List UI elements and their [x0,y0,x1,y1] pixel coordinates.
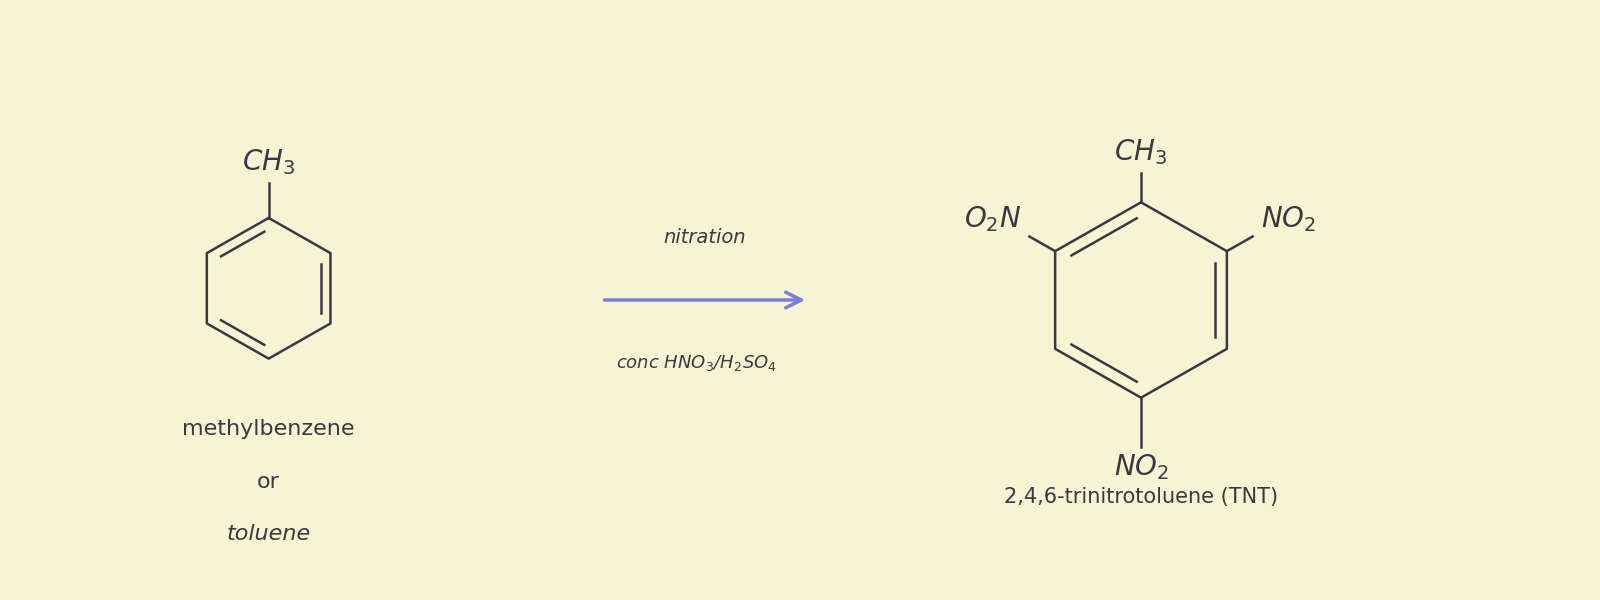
Text: $\it{NO_2}$: $\it{NO_2}$ [1261,204,1315,233]
Text: $\it{O_2N}$: $\it{O_2N}$ [965,204,1021,233]
Text: nitration: nitration [664,228,746,247]
Text: $\it{CH}_3$: $\it{CH}_3$ [1115,137,1168,167]
Text: or: or [258,472,280,491]
Text: $\it{NO_2}$: $\it{NO_2}$ [1114,452,1168,482]
Text: $\it{CH}_3$: $\it{CH}_3$ [242,147,294,177]
Text: conc HNO$_3$/H$_2$SO$_4$: conc HNO$_3$/H$_2$SO$_4$ [616,353,778,373]
Text: methylbenzene: methylbenzene [182,419,355,439]
Text: 2,4,6-trinitrotoluene (TNT): 2,4,6-trinitrotoluene (TNT) [1003,487,1278,508]
Text: toluene: toluene [227,524,310,544]
